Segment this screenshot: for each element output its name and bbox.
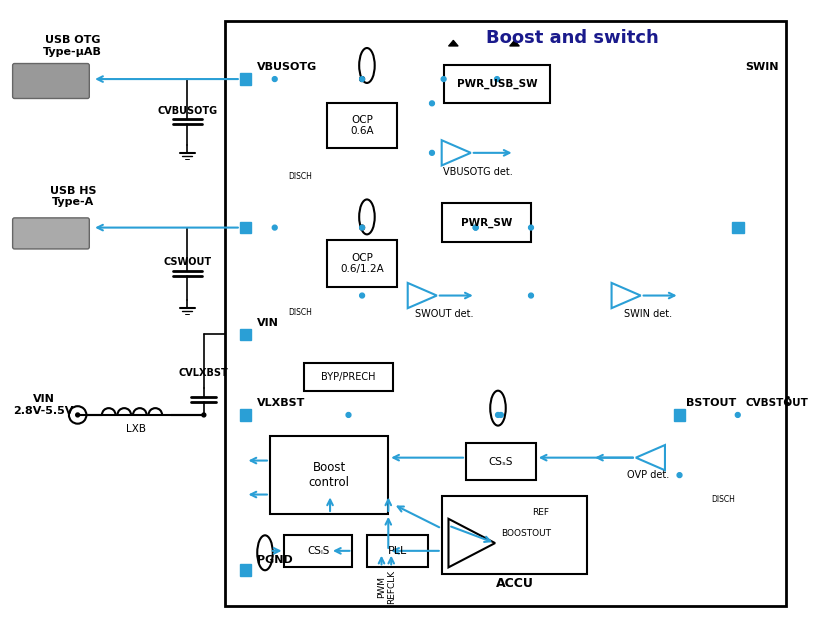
Bar <box>240 409 251 421</box>
Text: PWM: PWM <box>377 576 386 598</box>
Text: PWR_USB_SW: PWR_USB_SW <box>457 79 537 89</box>
Circle shape <box>273 76 277 82</box>
Text: BOOSTOUT: BOOSTOUT <box>501 529 551 538</box>
Text: Boost and switch: Boost and switch <box>486 29 659 47</box>
Text: VLXBST: VLXBST <box>257 398 306 408</box>
Text: VIN
2.8V-5.5V: VIN 2.8V-5.5V <box>14 394 74 416</box>
Bar <box>240 564 251 576</box>
Bar <box>285 535 353 567</box>
Bar <box>327 103 397 148</box>
FancyBboxPatch shape <box>12 63 89 98</box>
Circle shape <box>429 101 434 106</box>
Text: SWIN det.: SWIN det. <box>624 309 672 319</box>
Text: ACCU: ACCU <box>495 577 534 591</box>
Circle shape <box>273 225 277 230</box>
Circle shape <box>473 225 478 230</box>
Bar <box>225 21 787 606</box>
Circle shape <box>473 225 478 230</box>
Text: PWR_SW: PWR_SW <box>461 218 512 228</box>
Text: SWOUT det.: SWOUT det. <box>415 309 474 319</box>
Text: REFCLK: REFCLK <box>387 570 396 604</box>
Text: VBUSOTG det.: VBUSOTG det. <box>443 167 512 177</box>
Text: VBUSOTG: VBUSOTG <box>257 63 317 72</box>
Text: CSₗS: CSₗS <box>307 546 330 556</box>
Text: CVBSTOUT: CVBSTOUT <box>746 398 809 408</box>
Text: VIN: VIN <box>257 318 279 328</box>
Text: CSₛS: CSₛS <box>489 456 513 466</box>
Circle shape <box>360 293 365 298</box>
Bar <box>304 364 393 391</box>
Bar <box>444 65 551 103</box>
Circle shape <box>346 413 351 418</box>
Bar <box>367 535 428 567</box>
Text: OVP det.: OVP det. <box>628 470 670 480</box>
Bar <box>240 329 251 340</box>
Text: USB OTG
Type-μAB: USB OTG Type-μAB <box>43 35 102 57</box>
Polygon shape <box>449 40 459 46</box>
Circle shape <box>677 413 682 418</box>
Bar <box>674 409 685 421</box>
FancyBboxPatch shape <box>12 218 89 249</box>
Circle shape <box>429 150 434 155</box>
Text: CSWOUT: CSWOUT <box>163 256 211 266</box>
Bar <box>270 436 388 514</box>
Circle shape <box>499 413 503 418</box>
Circle shape <box>243 413 248 418</box>
Circle shape <box>735 225 740 230</box>
Bar <box>240 222 251 233</box>
Text: BYP/PRECH: BYP/PRECH <box>322 372 375 382</box>
Text: SWIN: SWIN <box>746 63 779 72</box>
Bar <box>441 497 588 574</box>
Text: CVLXBST: CVLXBST <box>179 368 228 378</box>
Bar <box>240 73 251 85</box>
Bar <box>466 443 536 480</box>
Text: LXB: LXB <box>126 423 146 433</box>
Text: Boost
control: Boost control <box>308 461 349 489</box>
Bar <box>732 222 743 233</box>
Circle shape <box>243 332 248 337</box>
Bar <box>327 240 397 287</box>
Text: CVBUSOTG: CVBUSOTG <box>157 106 217 116</box>
Circle shape <box>360 225 365 230</box>
Circle shape <box>360 225 365 230</box>
Text: DISCH: DISCH <box>288 172 313 181</box>
Circle shape <box>529 293 534 298</box>
Circle shape <box>76 413 80 417</box>
Bar <box>441 203 531 242</box>
Circle shape <box>202 413 206 417</box>
Circle shape <box>360 76 365 82</box>
Text: REF: REF <box>532 507 549 517</box>
Text: DISCH: DISCH <box>712 495 735 504</box>
Text: BSTOUT: BSTOUT <box>686 398 737 408</box>
Circle shape <box>529 225 534 230</box>
Text: OCP
0.6/1.2A: OCP 0.6/1.2A <box>340 253 384 274</box>
Circle shape <box>495 413 500 418</box>
Circle shape <box>735 413 740 418</box>
Circle shape <box>474 226 477 229</box>
Text: USB HS
Type-A: USB HS Type-A <box>50 186 96 208</box>
Text: PGND: PGND <box>257 555 293 564</box>
Text: PLL: PLL <box>388 546 406 556</box>
Text: DISCH: DISCH <box>288 308 313 317</box>
Text: OCP
0.6A: OCP 0.6A <box>350 115 374 137</box>
Circle shape <box>360 76 365 82</box>
Circle shape <box>441 76 446 82</box>
Circle shape <box>494 76 499 82</box>
Circle shape <box>677 473 682 478</box>
Polygon shape <box>510 40 519 46</box>
